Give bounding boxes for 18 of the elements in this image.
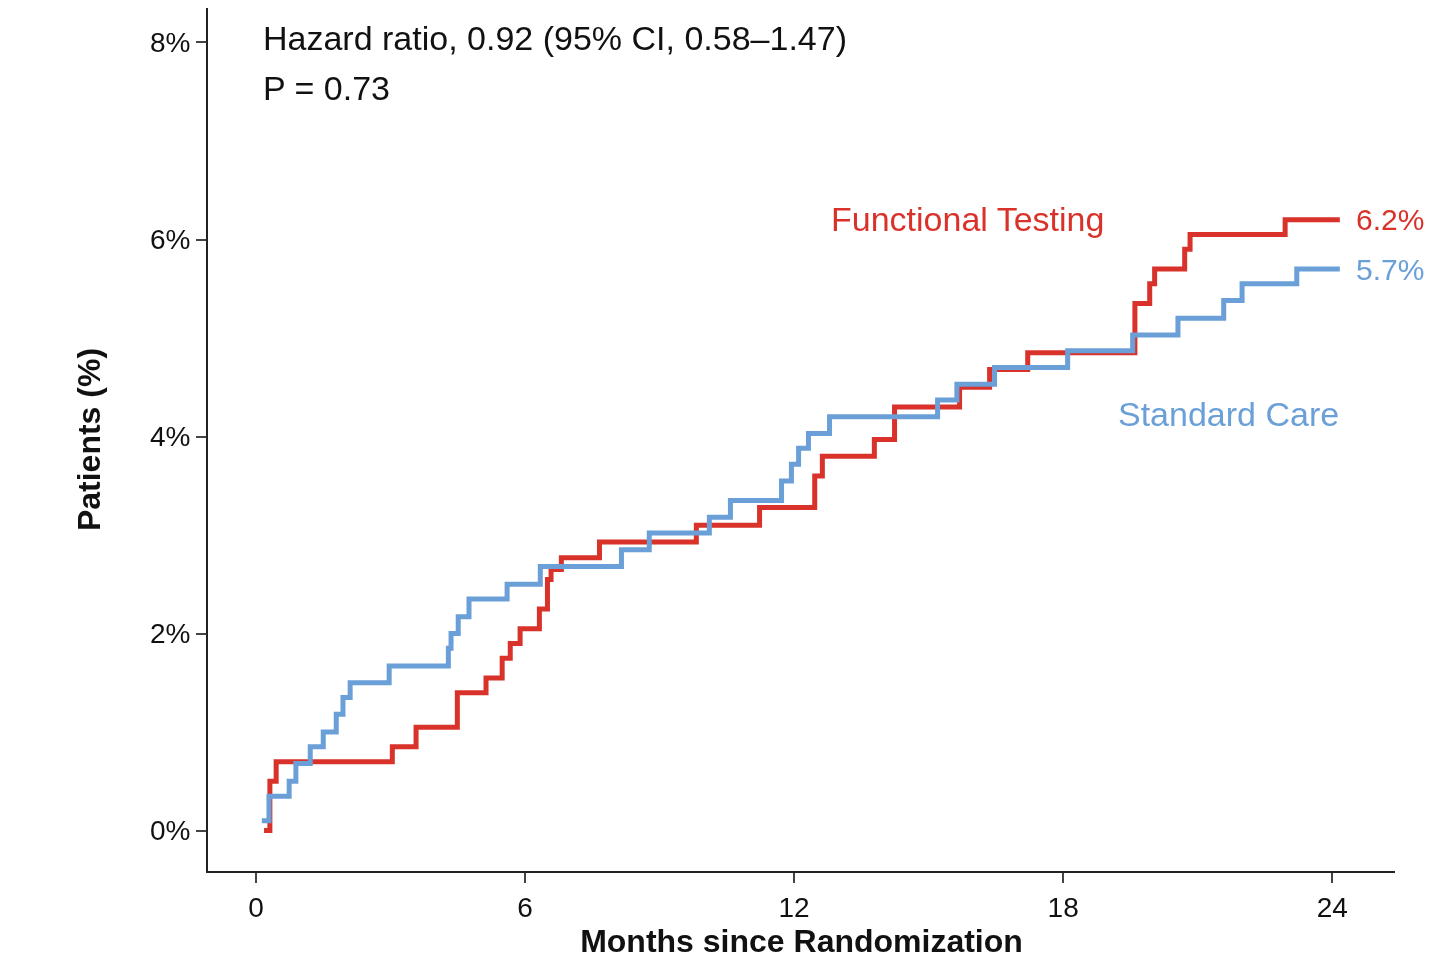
series-label: Functional Testing bbox=[831, 200, 1105, 238]
x-tick-label: 6 bbox=[517, 891, 533, 923]
y-tick-label: 6% bbox=[149, 224, 191, 256]
x-tick-label: 0 bbox=[248, 891, 264, 923]
series-label: Standard Care bbox=[1118, 395, 1340, 433]
x-tick-label: 24 bbox=[1316, 891, 1348, 923]
annotation: 6.2% bbox=[1356, 203, 1425, 236]
y-axis-title: Patients (%) bbox=[70, 347, 107, 532]
x-tick-label: 18 bbox=[1047, 891, 1079, 923]
x-axis-title: Months since Randomization bbox=[580, 922, 1023, 959]
y-tick-label: 0% bbox=[149, 815, 191, 847]
annotation: P = 0.73 bbox=[263, 69, 390, 107]
y-tick-label: 4% bbox=[149, 421, 191, 453]
annotation: 5.7% bbox=[1356, 253, 1425, 286]
annotation: Hazard ratio, 0.92 (95% CI, 0.58–1.47) bbox=[263, 19, 847, 57]
y-tick-label: 8% bbox=[149, 27, 191, 59]
y-tick-label: 2% bbox=[149, 618, 191, 650]
x-tick-label: 12 bbox=[778, 891, 810, 923]
